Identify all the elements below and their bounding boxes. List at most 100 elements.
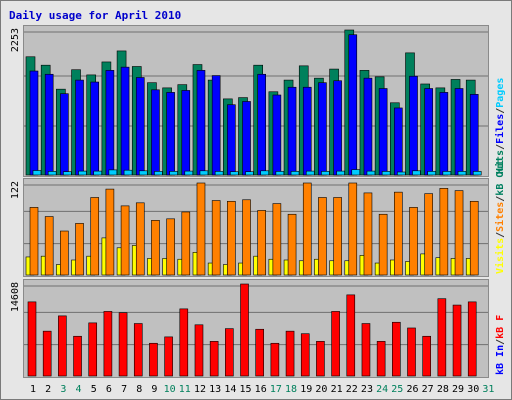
bar-sites [394, 191, 403, 276]
legend-entry: Pages [495, 78, 506, 108]
bar-sites [424, 193, 433, 276]
bar-pages [169, 171, 178, 176]
bar-files [469, 94, 479, 176]
bar-files [120, 66, 130, 176]
legend-entry: / [495, 232, 506, 238]
legend-entry: / [495, 339, 506, 345]
bar-kb [73, 335, 82, 377]
bar-sites [257, 210, 267, 276]
bar-pages [260, 170, 270, 176]
day-label: 6 [106, 384, 112, 395]
bar-pages [230, 171, 239, 176]
bar-pages [397, 171, 406, 176]
day-label: 8 [136, 384, 142, 395]
bar-kb [422, 335, 431, 377]
bar-pages [78, 170, 87, 176]
legend-entry: / [495, 144, 506, 150]
legend-entry: Sites [494, 202, 506, 232]
bar-sites [409, 207, 418, 276]
day-label: 24 [376, 384, 388, 395]
bar-sites [378, 213, 388, 276]
bar-pages [412, 170, 421, 176]
bar-pages [472, 171, 482, 176]
bar-pages [63, 171, 72, 176]
bar-files [318, 82, 327, 176]
bar-sites [29, 207, 39, 276]
bar-kb [42, 330, 52, 377]
bar-kb [194, 324, 204, 377]
bar-pages [93, 170, 103, 176]
bar-sites [105, 188, 115, 276]
legend-entry: kB In [495, 345, 506, 375]
day-label: 13 [209, 384, 221, 395]
bar-sites [196, 182, 206, 276]
bar-pages [108, 169, 118, 176]
day-label: 22 [346, 384, 358, 395]
bar-kb [270, 342, 280, 377]
bar-sites [120, 205, 130, 276]
bar-sites [272, 203, 282, 276]
bar-files [409, 75, 418, 176]
bar-sites [302, 182, 312, 276]
bar-kb [255, 328, 264, 377]
bar-pages [123, 169, 133, 176]
day-label: 9 [151, 384, 157, 395]
bar-kb [452, 304, 462, 377]
bar-kb [376, 341, 386, 377]
bar-sites [318, 197, 327, 276]
bar-files [287, 86, 297, 176]
bar-sites [151, 220, 160, 276]
bar-sites [135, 202, 145, 276]
bar-files [181, 90, 191, 176]
bar-kb [225, 328, 234, 377]
legend-entry: kB F [495, 315, 506, 339]
day-label: 28 [437, 384, 449, 395]
bar-files [60, 93, 69, 176]
day-label: 15 [239, 384, 251, 395]
bar-files [333, 80, 342, 176]
bar-sites [363, 192, 373, 276]
bar-pages [351, 169, 361, 176]
bar-files [242, 101, 251, 176]
bar-kb [209, 341, 219, 377]
bar-pages [457, 171, 467, 176]
bar-kb [316, 341, 325, 377]
bar-sites [469, 200, 479, 276]
day-label: 1 [30, 384, 36, 395]
day-label: 17 [270, 384, 282, 395]
bar-pages [336, 170, 345, 176]
legend-entry: Files [494, 114, 506, 144]
bar-files [227, 104, 236, 176]
bar-kb [179, 308, 189, 377]
bar-files [348, 34, 358, 176]
bar-sites [166, 218, 175, 276]
bar-pages [321, 171, 330, 176]
bar-pages [199, 170, 209, 176]
bar-files [394, 107, 403, 176]
bar-sites [287, 213, 297, 276]
bar-pages [138, 170, 148, 176]
bar-files [166, 92, 175, 176]
y-max-label: 2253 [10, 28, 21, 52]
bar-files [29, 70, 39, 176]
day-label: 25 [391, 384, 403, 395]
bar-files [257, 73, 267, 176]
day-label: 3 [60, 384, 66, 395]
bar-kb [300, 333, 310, 377]
bar-kb [103, 311, 113, 377]
day-label: 21 [331, 384, 343, 395]
bar-sites [60, 230, 69, 276]
day-label: 27 [422, 384, 434, 395]
bar-kb [240, 283, 249, 377]
bar-kb [58, 315, 67, 377]
bar-files [211, 75, 221, 176]
bar-files [90, 81, 100, 176]
bar-kb [331, 311, 340, 377]
bar-pages [245, 171, 254, 176]
bar-pages [366, 170, 376, 176]
day-label: 26 [406, 384, 418, 395]
day-label: 10 [164, 384, 176, 395]
bar-files [378, 88, 388, 176]
bar-kb [392, 321, 401, 377]
bar-kb [467, 301, 477, 377]
